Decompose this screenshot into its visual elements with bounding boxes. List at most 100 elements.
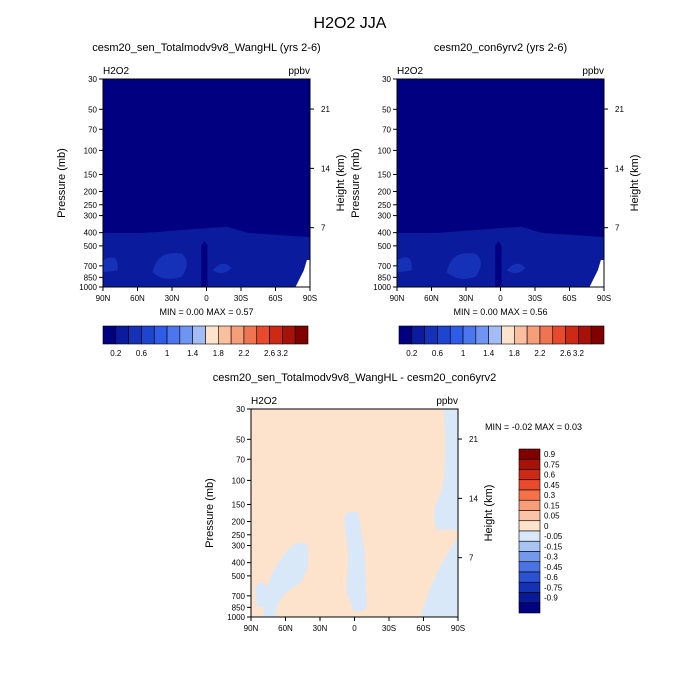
contour-region-4 (506, 263, 526, 274)
x-tick-label: 90S (597, 294, 611, 303)
variable-label: H2O2 (251, 396, 278, 407)
colorbar-label: -0.75 (544, 583, 563, 592)
colorbar-swatch (518, 458, 541, 470)
panel-title: cesm20_con6yrv2 (yrs 2-6) (434, 42, 567, 54)
y-tick-label: 250 (232, 531, 246, 540)
x-tick-label: 60S (268, 294, 282, 303)
missing-data-region (295, 260, 310, 287)
colorbar-swatch (518, 540, 541, 552)
x-tick-label: 30N (459, 294, 474, 303)
y-tick-label: 150 (84, 170, 98, 179)
y-tick-label: 850 (232, 603, 246, 612)
contour-region-2 (103, 257, 118, 273)
colorbar-swatch (488, 325, 502, 345)
colorbar-swatch (518, 602, 541, 614)
min-max-stats: MIN = 0.00 MAX = 0.56 (453, 307, 547, 317)
y-tick-label: 70 (88, 125, 97, 134)
chart-panel-2: cesm20_con6yrv2 (yrs 2-6)H2O2 ppbv3050701… (350, 42, 641, 358)
colorbar-swatch (514, 325, 528, 345)
y-tick-label: 1000 (227, 613, 245, 622)
y-axis-title: Pressure (mb) (204, 478, 216, 548)
y-tick-label: 50 (88, 105, 97, 114)
colorbar-swatch (166, 325, 181, 345)
y-tick-label: 30 (236, 405, 245, 414)
colorbar-label: 2.6 (560, 349, 572, 358)
colorbar-label: 1.4 (483, 349, 495, 358)
y-tick-label: 850 (378, 273, 392, 282)
x-tick-label: 0 (204, 294, 209, 303)
height-tick-label: 14 (469, 494, 478, 503)
y-tick-label: 70 (382, 125, 391, 134)
colorbar-swatch (518, 489, 541, 501)
colorbar-label: 0.75 (544, 460, 560, 469)
y-tick-label: 500 (232, 572, 246, 581)
variable-label: H2O2 (103, 66, 130, 77)
colorbar-swatch (128, 325, 142, 345)
colorbar-label: 2.2 (534, 349, 546, 358)
colorbar-swatch (518, 510, 541, 522)
y-tick-label: 100 (378, 146, 392, 155)
colorbar-label: 2.2 (238, 349, 250, 358)
chart-panel-3: cesm20_sen_Totalmodv9v8_WangHL - cesm20_… (204, 372, 582, 633)
colorbar-swatch (518, 520, 541, 532)
height-axis-title: Height (km) (629, 155, 641, 212)
height-tick-label: 7 (615, 224, 620, 233)
height-axis-title: Height (km) (483, 485, 495, 542)
colorbar-swatch (518, 571, 541, 583)
y-tick-label: 400 (232, 559, 246, 568)
y-tick-label: 250 (84, 201, 98, 210)
colorbar-swatch (518, 561, 541, 573)
colorbar-label: 0.6 (544, 471, 556, 480)
contour-region-2 (397, 257, 412, 273)
x-tick-label: 60N (278, 624, 293, 633)
x-tick-label: 30N (313, 624, 328, 633)
colorbar-label: 0.15 (544, 501, 560, 510)
colorbar-swatch (398, 325, 413, 345)
y-tick-label: 250 (378, 201, 392, 210)
colorbar-label: 0.2 (406, 349, 418, 358)
y-tick-label: 150 (378, 170, 392, 179)
colorbar-swatch (462, 325, 477, 345)
panel-title: cesm20_sen_Totalmodv9v8_WangHL - cesm20_… (213, 372, 497, 384)
contour-region-4 (263, 542, 309, 617)
y-tick-label: 300 (232, 542, 246, 551)
chart-panel-1: cesm20_sen_Totalmodv9v8_WangHL (yrs 2-6)… (56, 42, 347, 358)
y-tick-label: 300 (84, 212, 98, 221)
colorbar-label: 0.9 (544, 450, 556, 459)
colorbar-swatch (179, 325, 193, 345)
x-tick-label: 60N (130, 294, 145, 303)
colorbar-label: 0.6 (136, 349, 148, 358)
colorbar-swatch (518, 499, 541, 511)
colorbar-label: 0.3 (544, 491, 556, 500)
x-tick-label: 90N (244, 624, 259, 633)
colorbar-swatch (518, 479, 541, 491)
contour-region-1 (424, 409, 458, 530)
variable-label: H2O2 (397, 66, 424, 77)
x-tick-label: 90S (303, 294, 317, 303)
colorbar-swatch (501, 325, 515, 345)
colorbar-swatch (230, 325, 245, 345)
height-tick-label: 14 (321, 164, 330, 173)
units-label: ppbv (288, 66, 310, 77)
colorbar-swatch (565, 325, 579, 345)
x-tick-label: 30S (234, 294, 248, 303)
colorbar-swatch (243, 325, 258, 345)
height-tick-label: 21 (469, 435, 478, 444)
colorbar-swatch (518, 592, 541, 604)
x-tick-label: 90N (96, 294, 111, 303)
units-label: ppbv (582, 66, 604, 77)
colorbar-swatch (518, 530, 541, 542)
height-axis-title: Height (km) (335, 155, 347, 212)
colorbar-label: 1 (165, 349, 170, 358)
colorbar-label: 0.05 (544, 512, 560, 521)
colorbar-swatch (102, 325, 117, 345)
colorbar-swatch (518, 448, 541, 460)
colorbar-label: 0 (544, 522, 549, 531)
contour-region-6 (202, 260, 207, 279)
colorbar-swatch (437, 325, 451, 345)
units-label: ppbv (436, 396, 458, 407)
x-tick-label: 90S (451, 624, 465, 633)
y-tick-label: 300 (378, 212, 392, 221)
colorbar-swatch (518, 581, 541, 593)
y-tick-label: 50 (236, 435, 245, 444)
